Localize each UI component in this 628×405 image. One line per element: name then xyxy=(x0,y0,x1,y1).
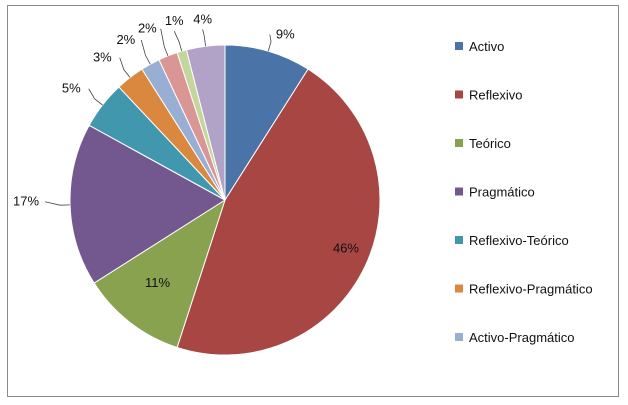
slice-label: 3% xyxy=(93,50,112,65)
legend-label: Activo-Pragmático xyxy=(469,330,574,345)
pie-slice-teórico xyxy=(93,198,226,349)
slice-label: 4% xyxy=(193,11,212,26)
pie-slice-reflexivo xyxy=(176,68,381,356)
slice-label: 1% xyxy=(165,13,184,28)
legend-item: Reflexivo-Teórico xyxy=(455,233,569,248)
slice-label: 2% xyxy=(116,32,135,47)
slice-label: 11% xyxy=(145,275,170,290)
legend-item: Reflexivo-Pragmático xyxy=(455,282,593,297)
slice-label: 46% xyxy=(333,240,359,255)
leader-line xyxy=(44,201,71,206)
legend-swatch xyxy=(455,236,463,244)
legend-item: Activo-Pragmático xyxy=(455,330,574,345)
leader-line xyxy=(173,31,183,52)
legend-label: Pragmático xyxy=(469,185,535,200)
legend-label: Activo xyxy=(469,39,504,54)
leader-line xyxy=(140,39,151,65)
slice-label: 9% xyxy=(276,27,295,42)
slice-label: 5% xyxy=(62,81,81,96)
legend-label: Teórico xyxy=(469,136,511,151)
pie-slices xyxy=(69,44,381,356)
leader-line xyxy=(267,34,272,52)
legend-swatch xyxy=(455,187,463,196)
legend-swatch xyxy=(455,284,463,293)
pie-slice-pragmático xyxy=(69,124,226,284)
legend-item: Teórico xyxy=(455,136,511,151)
legend-item: Pragmático xyxy=(455,185,535,200)
leader-line xyxy=(88,88,103,106)
legend-swatch xyxy=(455,139,463,147)
legend-swatch xyxy=(455,42,463,50)
leader-line xyxy=(202,29,206,47)
legend: Activo Reflexivo Teórico Pragmático Reflexiv… xyxy=(455,39,593,345)
leader-line xyxy=(119,57,131,78)
legend-item: Activo xyxy=(455,39,504,54)
slice-labels: 9% 46% 11% 17% 5% 3% 2%2% 1% 4% xyxy=(13,11,359,290)
slice-label: 2% xyxy=(138,21,157,36)
legend-swatch xyxy=(455,90,463,99)
slice-label: 17% xyxy=(13,194,39,209)
legend-label: Reflexivo xyxy=(469,88,522,103)
legend-item: Reflexivo xyxy=(455,88,522,103)
leader-lines xyxy=(44,28,272,206)
leader-line xyxy=(160,28,169,57)
legend-swatch xyxy=(455,333,463,341)
legend-label: Reflexivo-Teórico xyxy=(469,233,569,248)
legend-label: Reflexivo-Pragmático xyxy=(469,282,593,297)
pie-slice-activo xyxy=(224,44,309,202)
